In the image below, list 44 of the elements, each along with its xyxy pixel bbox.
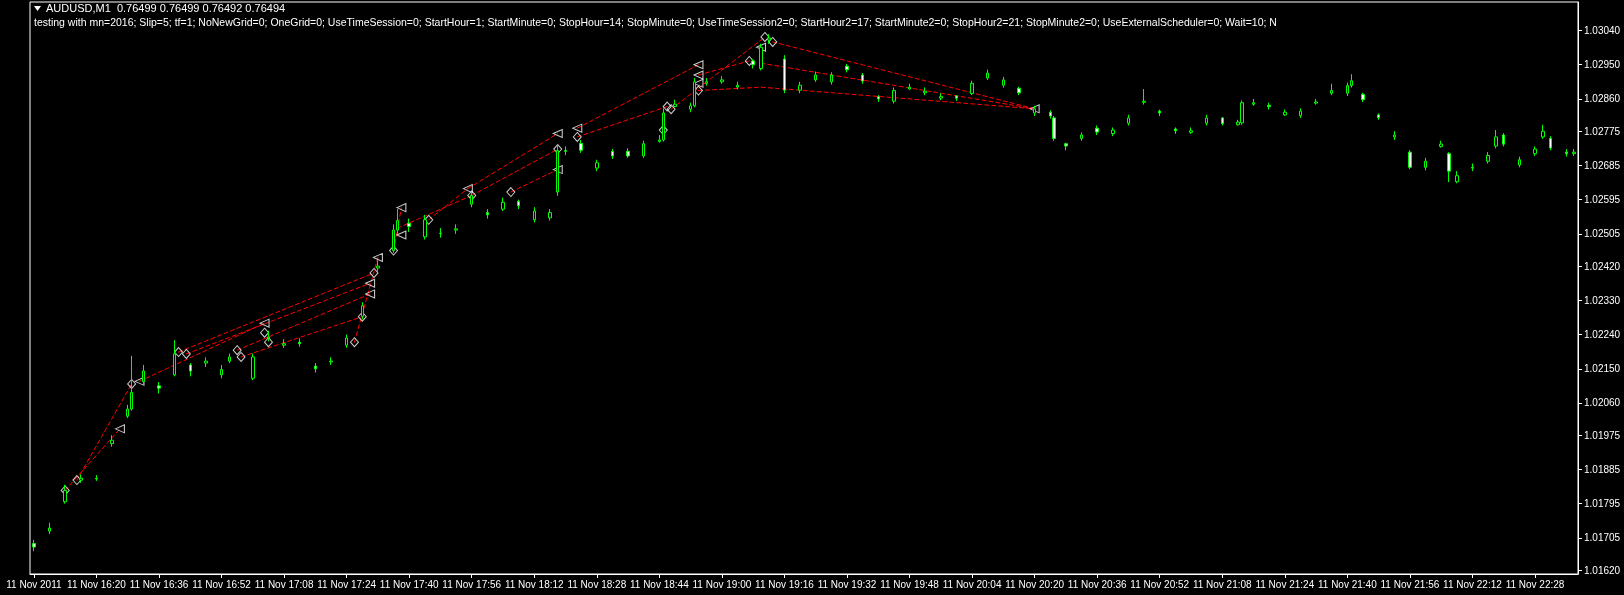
x-tick-label: 11 Nov 16:20	[67, 578, 127, 590]
y-tick-label: 1.02775	[1584, 125, 1621, 137]
y-tick-label: 1.02150	[1584, 363, 1621, 375]
y-tick-label: 1.01795	[1584, 498, 1621, 510]
y-tick-label: 1.02505	[1584, 228, 1621, 240]
x-tick-label: 11 Nov 21:08	[1192, 578, 1253, 590]
x-tick-label: 11 Nov 21:56	[1380, 578, 1440, 590]
y-tick-label: 1.01620	[1584, 564, 1621, 576]
x-tick-label: 11 Nov 20:04	[942, 578, 1002, 590]
y-tick-label: 1.01885	[1584, 463, 1621, 475]
x-tick-label: 11 Nov 2011	[6, 578, 62, 590]
x-tick-label: 11 Nov 22:12	[1443, 578, 1503, 590]
x-tick-label: 11 Nov 17:08	[254, 578, 314, 590]
y-tick-label: 1.02950	[1584, 59, 1621, 71]
y-tick-label: 1.02595	[1584, 194, 1621, 206]
y-tick-label: 1.01705	[1584, 532, 1621, 544]
x-tick-label: 11 Nov 19:32	[817, 578, 877, 590]
x-tick-label: 11 Nov 22:28	[1505, 578, 1565, 590]
x-tick-label: 11 Nov 20:20	[1005, 578, 1065, 590]
x-tick-label: 11 Nov 19:00	[692, 578, 752, 590]
y-tick-label: 1.02685	[1584, 159, 1621, 171]
x-tick-label: 11 Nov 17:40	[379, 578, 439, 590]
x-tick-label: 11 Nov 18:44	[629, 578, 690, 590]
x-tick-label: 11 Nov 19:48	[880, 578, 940, 590]
x-tick-label: 11 Nov 17:56	[442, 578, 502, 590]
y-tick-label: 1.02240	[1584, 329, 1621, 341]
chart-title: AUDUSD,M1 0.76499 0.76499 0.76492 0.76494	[46, 1, 286, 14]
x-tick-label: 11 Nov 18:12	[504, 578, 565, 590]
x-tick-label: 11 Nov 16:36	[129, 578, 189, 590]
x-tick-label: 11 Nov 18:28	[567, 578, 627, 590]
text: testing with mn=2016; Slip=5; tf=1; NoNewGrid=0; OneGrid=0; UseTimeSession=0; StartHour=1; StartMinute=0; StopHour=14; StopMinute=0; UseTimeSession2=0; StartHour2=17; StartMinute2=0; StopHour2=21; StopMinute2=0; UseExternalScheduler=0; Wait=10; N	[34, 15, 1277, 28]
x-tick-label: 11 Nov 19:16	[755, 578, 815, 590]
x-tick-label: 11 Nov 16:52	[192, 578, 252, 590]
y-tick-label: 1.01975	[1584, 429, 1621, 441]
x-tick-label: 11 Nov 20:52	[1130, 578, 1190, 590]
y-tick-label: 1.02860	[1584, 93, 1621, 105]
x-tick-label: 11 Nov 21:24	[1255, 578, 1315, 590]
x-tick-label: 11 Nov 17:24	[317, 578, 377, 590]
y-tick-label: 1.02420	[1584, 260, 1621, 272]
y-tick-label: 1.02060	[1584, 397, 1621, 409]
x-tick-label: 11 Nov 21:40	[1317, 578, 1378, 590]
y-tick-label: 1.02330	[1584, 294, 1621, 306]
y-tick-label: 1.03040	[1584, 25, 1621, 36]
x-tick-label: 11 Nov 20:36	[1067, 578, 1127, 590]
